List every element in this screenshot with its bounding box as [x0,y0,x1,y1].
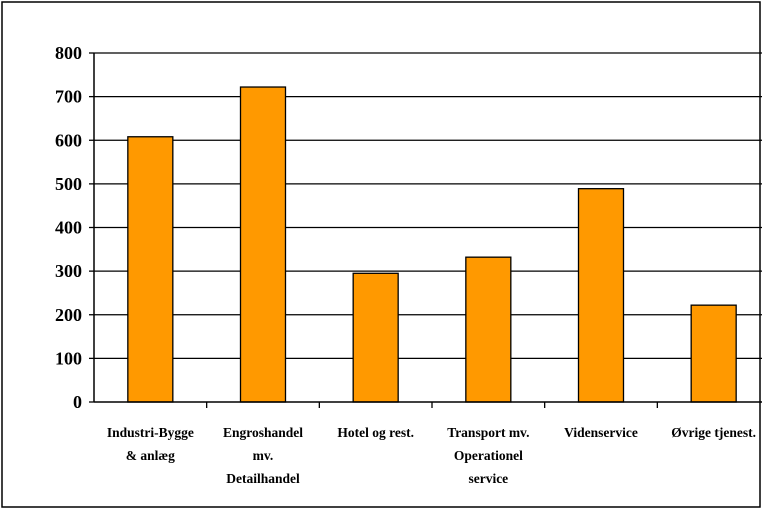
x-tick-label: mv. [253,448,274,463]
x-tick-label: Transport mv. [447,425,529,440]
x-tick-label: & anlæg [126,448,175,463]
gridlines [94,52,762,360]
y-tick-label: 500 [55,174,82,194]
x-tick-label: Hotel og rest. [337,425,414,440]
x-tick-label: Industri-Bygge [107,425,194,440]
bars [127,86,737,403]
bar [690,304,737,403]
axes [89,52,762,408]
y-tick-label: 800 [55,43,82,63]
y-tick-label: 200 [55,305,82,325]
y-tick-label: 600 [55,130,82,150]
x-tick-label: service [468,471,508,486]
x-tick-label: Videnservice [564,425,638,440]
bar [465,256,512,403]
x-tick-label: Operationel [454,448,523,463]
y-tick-label: 400 [55,218,82,238]
bar [239,86,287,403]
x-tick-label: Detailhandel [226,471,300,486]
x-tick-labels: Industri-Bygge & anlæg Engroshandel mv. Deta… [107,425,756,486]
y-tick-labels: 0 100 200 300 400 500 600 700 800 [55,43,82,412]
bar [127,136,174,403]
bar [577,188,625,403]
y-tick-label: 100 [55,348,82,368]
x-tick-label: Engroshandel [223,425,303,440]
x-tick-label: Øvrige tjenest. [671,425,756,440]
y-tick-label: 0 [73,392,82,412]
y-tick-label: 300 [55,261,82,281]
bar [352,272,399,403]
y-tick-label: 700 [55,87,82,107]
